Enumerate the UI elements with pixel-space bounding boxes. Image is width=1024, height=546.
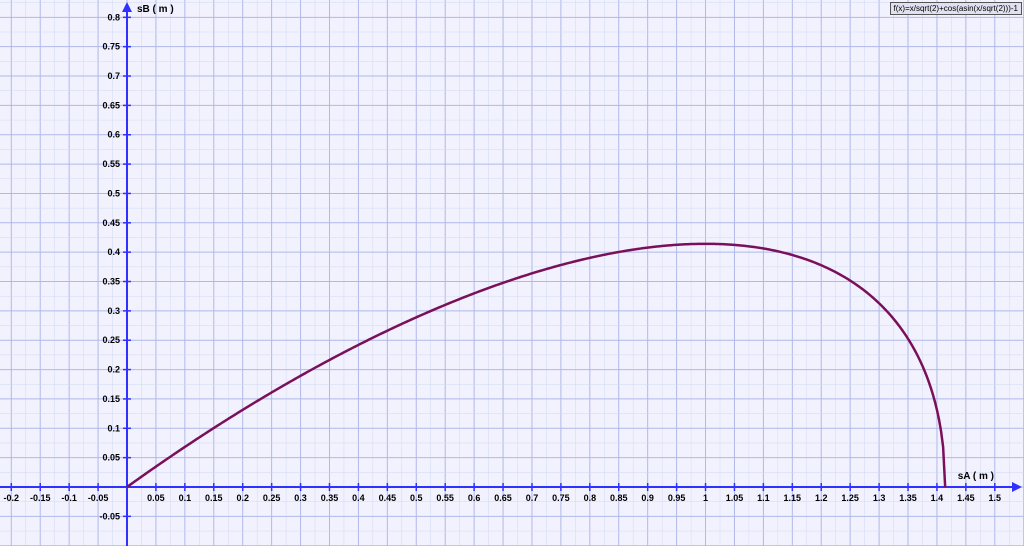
x-tick-label: 1.1: [757, 493, 770, 503]
plot-background: [0, 0, 1024, 546]
x-tick-label: 0.25: [263, 493, 281, 503]
y-axis-label: sB ( m ): [137, 4, 174, 15]
y-tick-label: 0.3: [107, 306, 120, 316]
function-legend[interactable]: f(x)=x/sqrt(2)+cos(asin(x/sqrt(2)))-1: [890, 2, 1022, 15]
y-tick-label: 0.5: [107, 188, 120, 198]
x-tick-label: 0.5: [410, 493, 423, 503]
y-tick-label: 0.7: [107, 71, 120, 81]
x-tick-label: -0.1: [61, 493, 77, 503]
x-tick-label: -0.15: [30, 493, 51, 503]
x-tick-label: 0.2: [236, 493, 249, 503]
plot-svg: -0.2 -0.15 -0.1 -0.05 0.05 0.1 0.15 0.2 0.25 0.3 0…: [0, 0, 1024, 546]
x-tick-label: 0.4: [352, 493, 365, 503]
x-tick-label: 0.8: [584, 493, 597, 503]
x-tick-label: 1.45: [957, 493, 975, 503]
x-tick-label: 1.4: [931, 493, 944, 503]
x-tick-label: 1: [703, 493, 708, 503]
x-tick-label: 0.15: [205, 493, 223, 503]
y-tick-label: 0.75: [102, 42, 120, 52]
x-tick-label: 0.1: [179, 493, 192, 503]
x-tick-label: 0.85: [610, 493, 628, 503]
y-tick-label: -0.05: [99, 511, 120, 521]
x-tick-label: 0.95: [668, 493, 686, 503]
x-tick-label: 0.05: [147, 493, 165, 503]
x-tick-label: 1.05: [726, 493, 744, 503]
y-tick-label: 0.1: [107, 423, 120, 433]
x-tick-label: 1.5: [989, 493, 1002, 503]
plot-area: -0.2 -0.15 -0.1 -0.05 0.05 0.1 0.15 0.2 0.25 0.3 0…: [0, 0, 1024, 546]
x-tick-label: 0.9: [641, 493, 654, 503]
y-tick-label: 0.25: [102, 335, 120, 345]
x-tick-label: 0.6: [468, 493, 481, 503]
x-tick-label: 1.25: [841, 493, 859, 503]
x-tick-label: 0.3: [294, 493, 307, 503]
x-tick-label: 0.35: [321, 493, 339, 503]
x-tick-label: 0.65: [494, 493, 512, 503]
y-tick-label: 0.2: [107, 365, 120, 375]
x-tick-label: 0.75: [552, 493, 570, 503]
y-tick-label: 0.45: [102, 218, 120, 228]
x-axis-label: sA ( m ): [958, 471, 994, 482]
x-tick-label: -0.2: [4, 493, 20, 503]
y-tick-label: 0.8: [107, 12, 120, 22]
x-tick-label: 1.15: [784, 493, 802, 503]
x-tick-label: -0.05: [88, 493, 109, 503]
y-tick-label: 0.35: [102, 277, 120, 287]
x-tick-label: 0.7: [526, 493, 539, 503]
y-tick-label: 0.65: [102, 100, 120, 110]
x-tick-label: 0.55: [436, 493, 454, 503]
x-tick-label: 1.3: [873, 493, 886, 503]
y-tick-label: 0.55: [102, 159, 120, 169]
x-tick-label: 0.45: [379, 493, 397, 503]
x-tick-label: 1.2: [815, 493, 828, 503]
y-tick-label: 0.05: [102, 453, 120, 463]
y-tick-label: 0.15: [102, 394, 120, 404]
x-tick-label: 1.35: [899, 493, 917, 503]
y-tick-label: 0.4: [107, 247, 120, 257]
y-tick-label: 0.6: [107, 130, 120, 140]
